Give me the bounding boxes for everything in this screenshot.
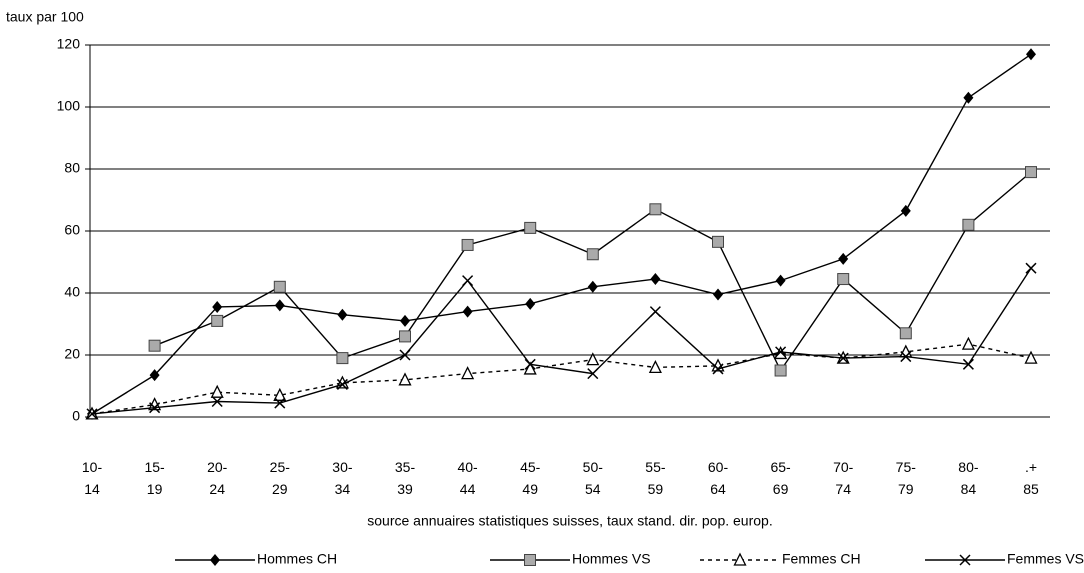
- marker: [524, 358, 536, 370]
- y-tick-label: 20: [64, 346, 80, 362]
- marker: [210, 384, 224, 398]
- marker: [148, 339, 161, 352]
- marker: [1025, 262, 1037, 274]
- x-tick-label: 70-74: [833, 459, 854, 497]
- marker: [274, 397, 286, 409]
- y-tick-label: 60: [64, 222, 80, 238]
- y-tick-label: 120: [57, 36, 81, 52]
- marker: [211, 314, 224, 327]
- y-axis-label: taux par 100: [6, 9, 84, 25]
- marker: [212, 300, 223, 313]
- marker: [838, 252, 849, 265]
- marker: [586, 352, 600, 366]
- legend-label: Hommes VS: [572, 551, 651, 567]
- marker: [149, 402, 161, 414]
- y-tick-label: 80: [64, 160, 80, 176]
- marker: [586, 248, 599, 261]
- marker: [462, 275, 474, 287]
- legend-item: Hommes VS: [490, 551, 651, 567]
- marker: [400, 314, 410, 327]
- marker: [461, 366, 475, 380]
- x-tick-label: 30-34: [332, 459, 353, 497]
- marker: [525, 297, 536, 310]
- x-tick-label: 50-54: [583, 459, 604, 497]
- marker: [774, 364, 787, 377]
- x-tick-label: .+ 85: [1023, 459, 1039, 497]
- legend-item: Hommes CH: [175, 551, 337, 567]
- x-tick-label: 80-84: [958, 459, 979, 497]
- x-tick-label: 75-79: [896, 459, 917, 497]
- marker: [336, 378, 348, 390]
- marker: [962, 218, 975, 231]
- marker: [775, 346, 787, 358]
- x-tick-label: 45-49: [520, 459, 541, 497]
- marker: [649, 306, 661, 318]
- x-tick-label: 15-19: [144, 459, 165, 497]
- marker: [461, 238, 474, 251]
- marker: [963, 91, 974, 104]
- x-tick-label: 35-39: [395, 459, 416, 497]
- marker: [149, 369, 160, 382]
- legend-label: Femmes VS: [1007, 551, 1084, 567]
- marker: [650, 273, 661, 286]
- marker: [399, 330, 411, 343]
- legend-item: Femmes CH: [700, 551, 861, 567]
- x-tick-label: 55-59: [645, 459, 666, 497]
- legend-label: Hommes CH: [257, 551, 337, 567]
- series-line: [154, 171, 1032, 372]
- marker: [1026, 48, 1036, 61]
- series-line: [91, 267, 1032, 415]
- x-tick-label: 40-44: [457, 459, 478, 497]
- marker: [587, 280, 598, 293]
- x-tick-label: 10-14: [82, 459, 103, 497]
- marker: [712, 363, 724, 375]
- legend-item: Femmes VS: [925, 551, 1084, 567]
- marker: [837, 352, 849, 364]
- x-tick-label: 60-64: [708, 459, 729, 497]
- marker: [524, 221, 537, 234]
- marker: [86, 408, 98, 420]
- marker: [649, 203, 662, 216]
- series-line: [91, 53, 1032, 415]
- marker: [837, 273, 850, 286]
- marker: [959, 554, 971, 566]
- marker: [523, 361, 537, 375]
- marker: [713, 288, 723, 301]
- y-tick-label: 100: [57, 98, 81, 114]
- marker: [1024, 350, 1038, 364]
- marker: [648, 359, 662, 374]
- marker: [962, 358, 974, 370]
- marker: [961, 336, 975, 350]
- x-tick-label: 20-24: [207, 459, 228, 497]
- marker: [900, 351, 912, 363]
- marker: [462, 305, 473, 318]
- marker: [337, 308, 348, 321]
- marker: [211, 395, 223, 408]
- marker: [273, 280, 286, 293]
- marker: [399, 349, 411, 361]
- y-tick-label: 0: [72, 408, 80, 424]
- marker: [210, 554, 220, 566]
- marker: [900, 204, 911, 217]
- marker: [398, 372, 412, 386]
- series-line: [91, 343, 1032, 415]
- marker: [274, 299, 285, 312]
- marker: [1025, 166, 1037, 179]
- marker: [733, 552, 747, 566]
- marker: [587, 368, 599, 380]
- x-axis-label: source annuaires statistiques suisses, t…: [367, 513, 772, 529]
- marker: [899, 327, 912, 340]
- x-tick-label: 25-29: [270, 459, 291, 497]
- x-tick-label: 65-69: [770, 459, 791, 497]
- marker: [273, 387, 287, 401]
- marker: [775, 274, 786, 287]
- marker: [336, 352, 349, 365]
- marker: [524, 554, 536, 566]
- legend-label: Femmes CH: [782, 551, 861, 567]
- y-tick-label: 40: [64, 284, 80, 300]
- marker: [712, 235, 724, 248]
